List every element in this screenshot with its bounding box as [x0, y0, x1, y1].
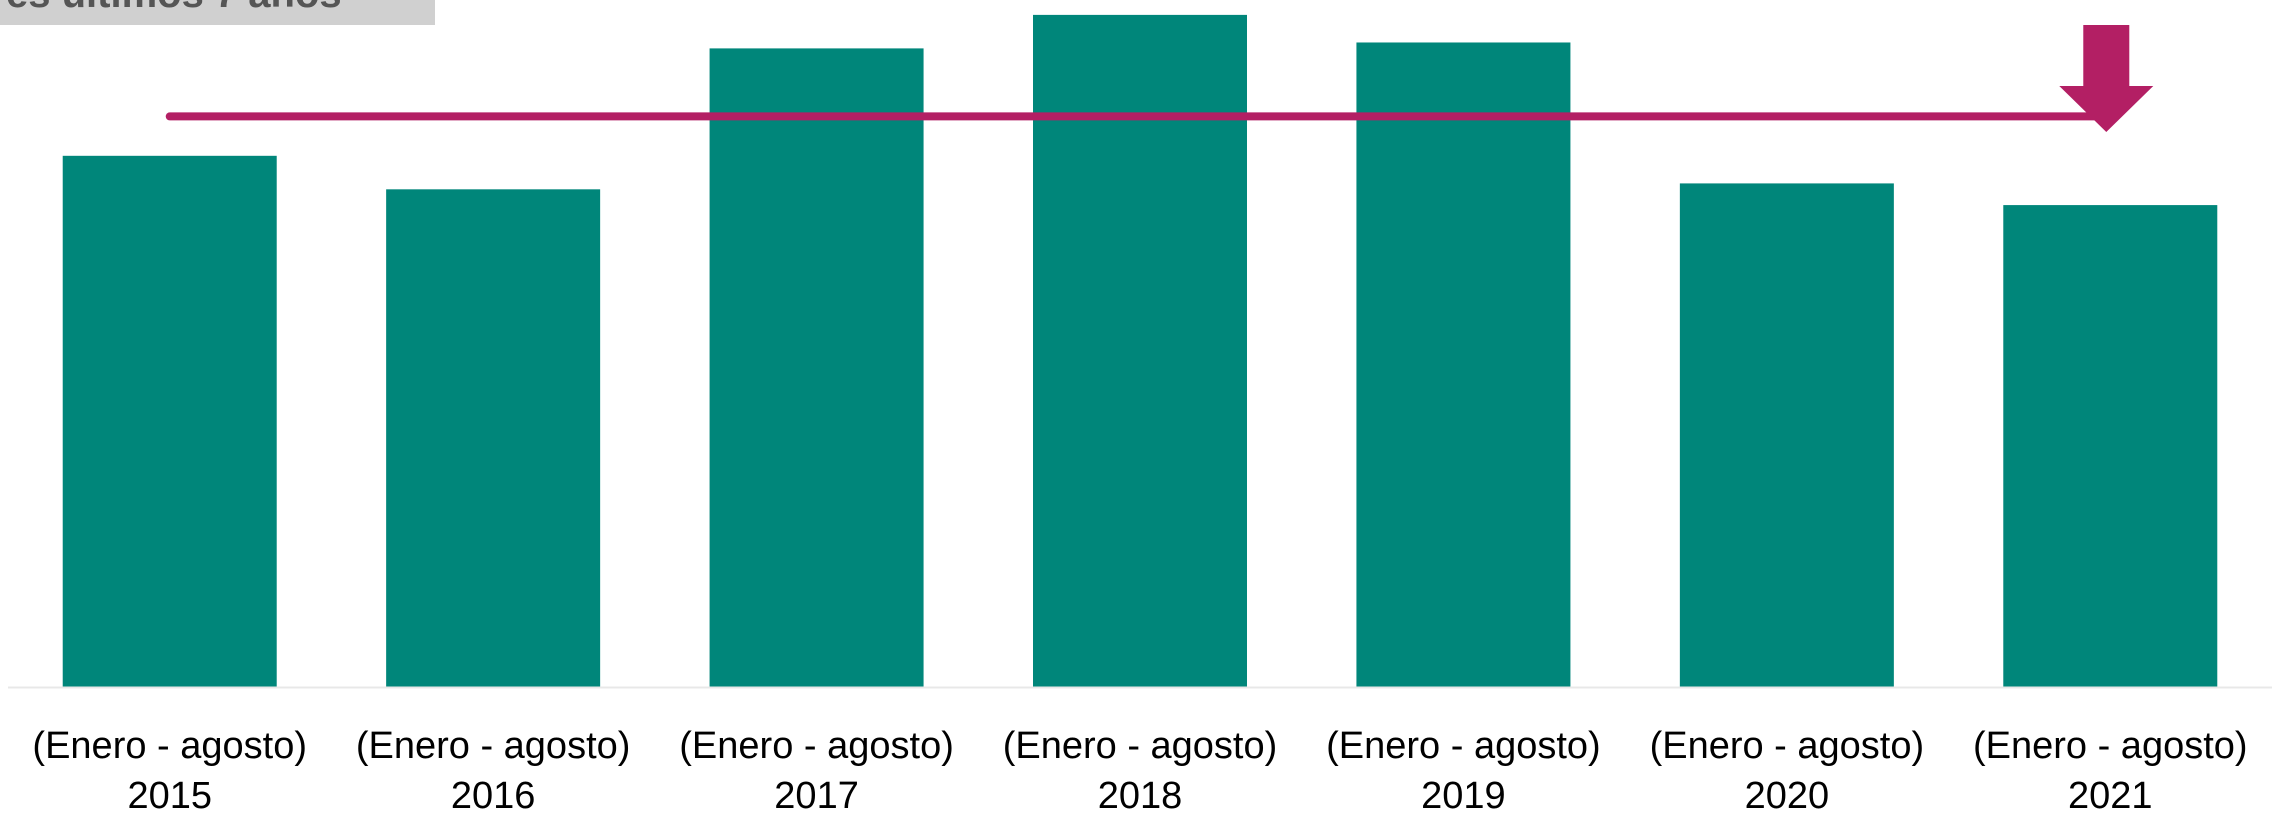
- chart-title: es últimos 7 años: [6, 0, 342, 16]
- bar-5: [1679, 183, 1894, 687]
- x-tick-label-line: (Enero - agosto): [32, 725, 307, 767]
- x-tick-label-line: (Enero - agosto): [1650, 725, 1925, 767]
- x-tick-label-line: 2019: [1421, 775, 1506, 813]
- x-tick-label-2: (Enero - agosto) 2017: [679, 725, 954, 813]
- x-tick-label-5: (Enero - agosto) 2020: [1650, 725, 1925, 813]
- x-tick-label-line: (Enero - agosto): [1973, 725, 2248, 767]
- bars-group: [62, 14, 2218, 688]
- x-tick-label-1: (Enero - agosto) 2016: [356, 725, 631, 813]
- bar-6: [2003, 205, 2218, 687]
- x-tick-label-line: (Enero - agosto): [1003, 725, 1278, 767]
- x-tick-label-4: (Enero - agosto) 2019: [1326, 725, 1601, 813]
- x-tick-label-line: 2021: [2068, 775, 2153, 813]
- x-tick-label-line: 2020: [1745, 775, 1830, 813]
- x-tick-label-line: 2018: [1098, 775, 1183, 813]
- bar-0: [62, 155, 277, 688]
- x-tick-label-line: (Enero - agosto): [679, 725, 954, 767]
- bar-1: [386, 189, 601, 687]
- down-arrow-icon: [2059, 25, 2154, 132]
- bar-3: [1033, 14, 1247, 688]
- bar-2: [709, 48, 924, 688]
- x-tick-label-6: (Enero - agosto) 2021: [1973, 725, 2248, 813]
- x-tick-label-line: 2016: [451, 775, 536, 813]
- x-tick-label-line: (Enero - agosto): [1326, 725, 1601, 767]
- x-tick-label-3: (Enero - agosto) 2018: [1003, 725, 1278, 813]
- x-tick-labels: (Enero - agosto) 2015 (Enero - agosto) 2016…: [32, 725, 2247, 813]
- chart-title-box: es últimos 7 años: [0, 0, 435, 25]
- x-tick-label-0: (Enero - agosto) 2015: [32, 725, 307, 813]
- x-tick-label-line: 2015: [127, 775, 212, 813]
- bar-4: [1356, 42, 1571, 687]
- x-tick-label-line: 2017: [774, 775, 859, 813]
- x-tick-label-line: (Enero - agosto): [356, 725, 631, 767]
